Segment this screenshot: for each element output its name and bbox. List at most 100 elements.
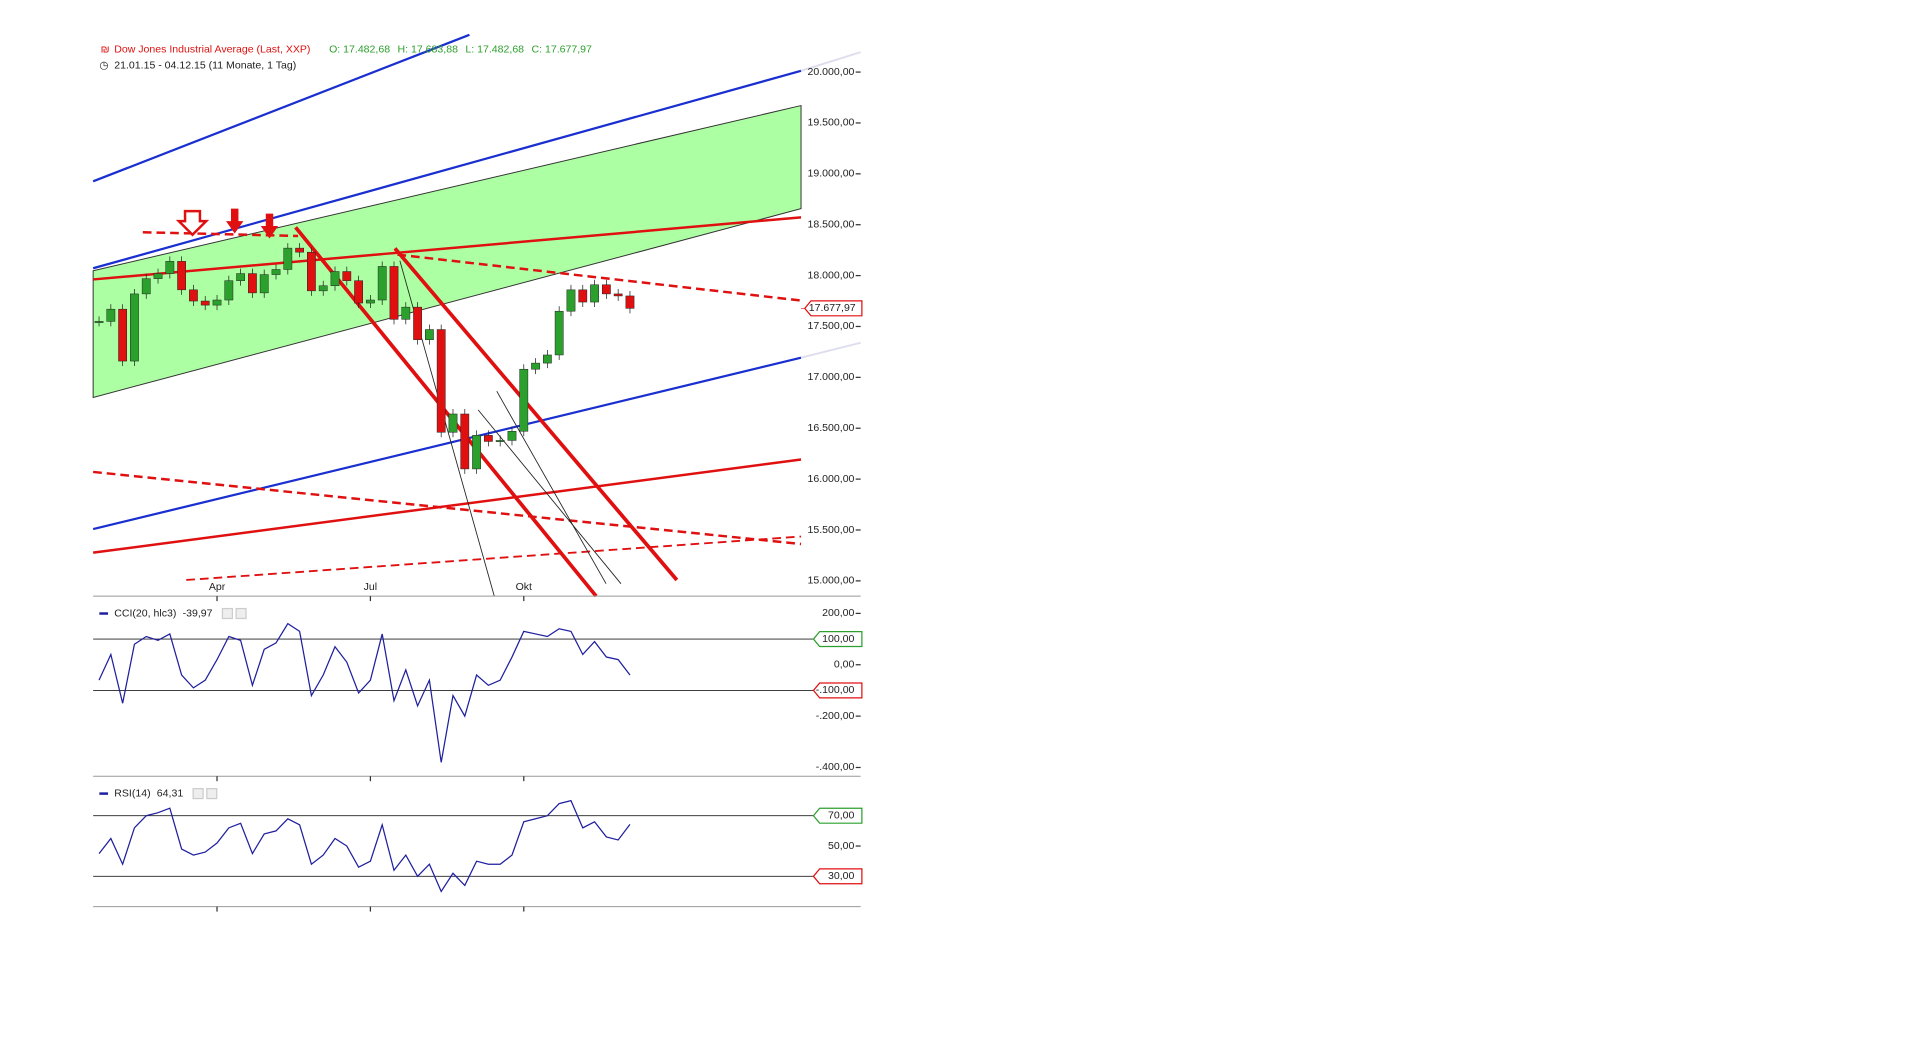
arrow-marker: [175, 209, 210, 237]
trend-line: [477, 409, 622, 584]
candle: [318, 285, 328, 292]
candle: [613, 293, 623, 297]
y-tick-label: 16.000,00: [808, 473, 855, 485]
x-tick-label: Apr: [209, 581, 226, 593]
candle: [401, 306, 411, 320]
candle: [389, 266, 399, 320]
candle: [130, 293, 139, 362]
candle: [413, 306, 422, 340]
candle: [200, 300, 210, 306]
y-tick-label: 18.000,00: [808, 269, 855, 281]
candle: [165, 261, 175, 274]
indicator-title: RSI(14): [114, 787, 150, 799]
x-tick-label: Okt: [516, 581, 532, 593]
candle: [236, 273, 245, 281]
trend-line: [800, 51, 861, 72]
candle: [436, 329, 446, 433]
level-tag: [812, 807, 863, 824]
y-tick-label: 50,00: [828, 840, 855, 852]
candle: [448, 413, 458, 433]
arrow-marker: [226, 208, 244, 234]
ohlc-value: L: 17.482,68: [465, 43, 524, 55]
ohlc-value: H: 17.683,88: [398, 43, 459, 55]
candle: [625, 295, 635, 309]
y-tick-label: 200,00: [822, 607, 854, 619]
candle: [94, 321, 104, 323]
y-tick-label: 18.500,00: [808, 218, 855, 230]
drawings: [92, 33, 861, 598]
y-tick-label: -.400,00: [816, 761, 855, 773]
trend-line: [92, 458, 802, 554]
candle: [377, 266, 387, 301]
indicator-line: [98, 799, 631, 893]
legend-swatch: [99, 612, 109, 615]
green-channel: [92, 104, 802, 399]
candle: [425, 329, 434, 340]
candle: [189, 289, 198, 302]
y-tick-label: 19.000,00: [808, 168, 855, 180]
ohlc-value: C: 17.677,97: [532, 43, 593, 55]
trend-line: [92, 69, 802, 270]
candle: [295, 247, 304, 253]
trend-line: [294, 226, 598, 598]
trend-line: [496, 390, 607, 584]
indicator-value: -39,97: [183, 607, 213, 619]
y-tick-label: 17.500,00: [808, 320, 855, 332]
candle: [542, 354, 552, 364]
clock-icon: ◷: [99, 60, 108, 72]
candle: [259, 274, 269, 294]
trend-line: [800, 341, 861, 359]
y-tick-label: 20.000,00: [808, 66, 855, 78]
candle: [342, 271, 352, 281]
trend-line: [393, 247, 679, 582]
candle: [566, 289, 576, 312]
arrow-marker: [260, 213, 279, 239]
trend-line: [92, 356, 802, 531]
trend-line: [142, 231, 299, 238]
candle: [271, 269, 281, 275]
date-range: 21.01.15 - 04.12.15 (11 Monate, 1 Tag): [114, 60, 296, 72]
y-tick-label: 19.500,00: [808, 117, 855, 129]
trend-line: [93, 470, 802, 546]
candle: [366, 299, 375, 304]
level-tag: [812, 630, 863, 648]
indicator-value: 64,31: [157, 787, 184, 799]
last-price-label: 17.677,97: [809, 302, 856, 314]
last-price-tag: [803, 300, 863, 317]
close-button: [235, 607, 247, 620]
candle: [495, 440, 505, 442]
level-tag: [812, 868, 863, 885]
candle: [472, 435, 481, 470]
icon: ₪: [101, 43, 110, 55]
level-tag: [812, 682, 863, 699]
indicator-line: [98, 622, 631, 763]
trend-line: [93, 216, 802, 281]
candle: [212, 299, 222, 306]
candle: [531, 362, 540, 370]
chart-title: Dow Jones Industrial Average (Last, XXP): [114, 43, 310, 55]
close-button: [206, 788, 218, 800]
candle: [507, 431, 517, 441]
settings-button: [221, 607, 234, 620]
level-label: 30,00: [828, 870, 855, 882]
level-label: -.100,00: [816, 684, 855, 696]
candle: [554, 310, 564, 356]
x-tick-label: Jul: [364, 581, 377, 593]
ohlc-value: O: 17.482,68: [329, 43, 390, 55]
candle: [141, 278, 151, 295]
legend-swatch: [99, 792, 109, 795]
candle: [283, 247, 293, 270]
y-tick-label: 15.000,00: [808, 575, 855, 587]
candle: [248, 273, 257, 294]
trend-line: [186, 535, 802, 581]
candle: [118, 308, 128, 362]
indicator-title: CCI(20, hlc3): [114, 607, 176, 619]
candle: [224, 280, 234, 301]
candle: [153, 273, 163, 279]
y-tick-label: 17.000,00: [808, 371, 855, 383]
y-tick-label: 16.500,00: [808, 422, 855, 434]
trend-line: [92, 33, 470, 183]
candle: [354, 280, 363, 304]
candle: [578, 289, 588, 303]
